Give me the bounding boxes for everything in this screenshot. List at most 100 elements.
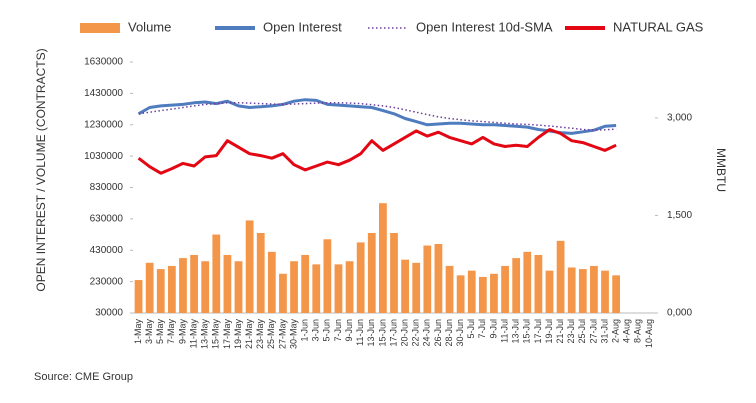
x-tick-label: 28-Jun <box>444 319 454 347</box>
bar <box>601 270 609 313</box>
y-tick-label: 1230000 <box>84 119 123 130</box>
bar <box>190 254 198 313</box>
bar <box>245 220 254 313</box>
bar <box>379 203 387 313</box>
x-tick-label: 9-Jun <box>344 319 354 342</box>
bar <box>323 239 332 313</box>
bar <box>201 261 210 313</box>
x-tick-label: 5-May <box>155 319 165 345</box>
bar <box>534 254 543 313</box>
y2-axis-title: MMBTU <box>714 148 728 192</box>
bar <box>134 280 143 313</box>
bar <box>556 240 565 313</box>
line <box>137 128 617 175</box>
bar <box>490 273 498 313</box>
x-tick-label: 17-Jun <box>388 319 398 347</box>
x-tick-label: 15-Jul <box>522 319 532 344</box>
bar <box>223 254 232 313</box>
x-tick-label: 9-May <box>177 319 187 345</box>
legend-label: NATURAL GAS <box>613 19 704 34</box>
x-tick-label: 5-Jun <box>322 319 332 342</box>
x-tick-label: 17-Jul <box>533 319 543 344</box>
bar <box>501 265 509 313</box>
x-tick-label: 1-May <box>133 319 143 345</box>
x-tick-label: 26-Jun <box>433 319 443 347</box>
x-tick-label: 22-Jun <box>411 319 421 347</box>
bar <box>279 273 287 313</box>
bar <box>156 269 165 313</box>
y-tick-label: 1430000 <box>84 88 123 99</box>
x-tick-label: 7-May <box>166 319 176 345</box>
x-tick-label: 3-Jun <box>311 319 321 342</box>
bar <box>567 267 576 313</box>
x-tick-label: 4-Aug <box>622 319 632 343</box>
legend-label: Open Interest 10d-SMA <box>416 19 553 34</box>
x-tick-label: 21-May <box>244 319 254 350</box>
y-axis-title: OPEN INTEREST / VOLUME (CONTRACTS) <box>34 48 48 291</box>
x-tick-label: 17-May <box>222 319 232 350</box>
bar <box>456 275 465 313</box>
bar <box>467 270 476 313</box>
x-tick-label: 30-Jun <box>455 319 465 347</box>
legend-swatch <box>80 23 120 33</box>
bar <box>390 232 398 313</box>
x-tick-label: 13-May <box>200 319 210 350</box>
y-tick-label: 830000 <box>90 182 124 193</box>
legend-label: Open Interest <box>263 19 342 34</box>
bar <box>290 261 298 313</box>
x-tick-label: 15-May <box>211 319 221 350</box>
x-tick-label: 23-May <box>255 319 265 350</box>
bar <box>423 245 432 313</box>
x-tick-label: 21-Jul <box>555 319 565 344</box>
y-tick-label: 30000 <box>95 308 123 319</box>
bar <box>145 262 154 313</box>
bar <box>445 265 454 313</box>
x-tick-label: 2-Aug <box>611 319 621 343</box>
x-tick-label: 27-May <box>277 319 287 350</box>
y2-tick-label: 1,500 <box>667 210 692 221</box>
source: Source: CME Group <box>34 371 133 383</box>
bar <box>512 258 521 313</box>
x-tick-label: 27-Jul <box>588 319 598 344</box>
y2-tick-label: 3,000 <box>667 113 692 124</box>
x-tick-label: 15-Jun <box>377 319 387 347</box>
bar <box>267 251 276 313</box>
bar <box>256 232 265 313</box>
legend-label: Volume <box>128 19 171 34</box>
bar <box>523 251 532 313</box>
x-tick-label: 25-May <box>266 319 276 350</box>
y-tick-label: 630000 <box>90 214 124 225</box>
bar <box>434 243 443 313</box>
y-tick-label: 1630000 <box>84 57 123 68</box>
line <box>138 102 617 131</box>
x-tick-label: 10-Aug <box>644 319 654 348</box>
bar <box>478 276 487 313</box>
x-tick-label: 23-Jul <box>566 319 576 344</box>
bar <box>312 264 321 313</box>
bar <box>545 270 554 313</box>
bar <box>612 275 621 313</box>
bar <box>234 261 243 313</box>
x-tick-label: 19-May <box>233 319 243 350</box>
bar <box>179 258 187 313</box>
bar <box>301 254 310 313</box>
x-tick-label: 19-Jul <box>544 319 554 344</box>
y2-tick-label: 0,000 <box>667 308 692 319</box>
x-tick-label: 7-Jul <box>477 319 487 339</box>
x-tick-label: 31-Jul <box>599 319 609 344</box>
bar <box>356 242 365 313</box>
x-tick-label: 9-Jul <box>488 319 498 339</box>
bar <box>345 261 354 313</box>
bar <box>401 259 409 313</box>
x-tick-label: 11-Jun <box>355 319 365 346</box>
x-tick-label: 11-May <box>188 319 198 349</box>
y-tick-label: 230000 <box>90 276 124 287</box>
x-tick-label: 3-May <box>144 319 154 345</box>
x-tick-label: 1-Jun <box>300 319 310 342</box>
x-tick-label: 5-Jul <box>466 319 476 339</box>
x-tick-label: 7-Jun <box>333 319 343 342</box>
bar <box>412 262 421 313</box>
bar <box>590 265 598 313</box>
x-tick-label: 24-Jun <box>422 319 432 347</box>
